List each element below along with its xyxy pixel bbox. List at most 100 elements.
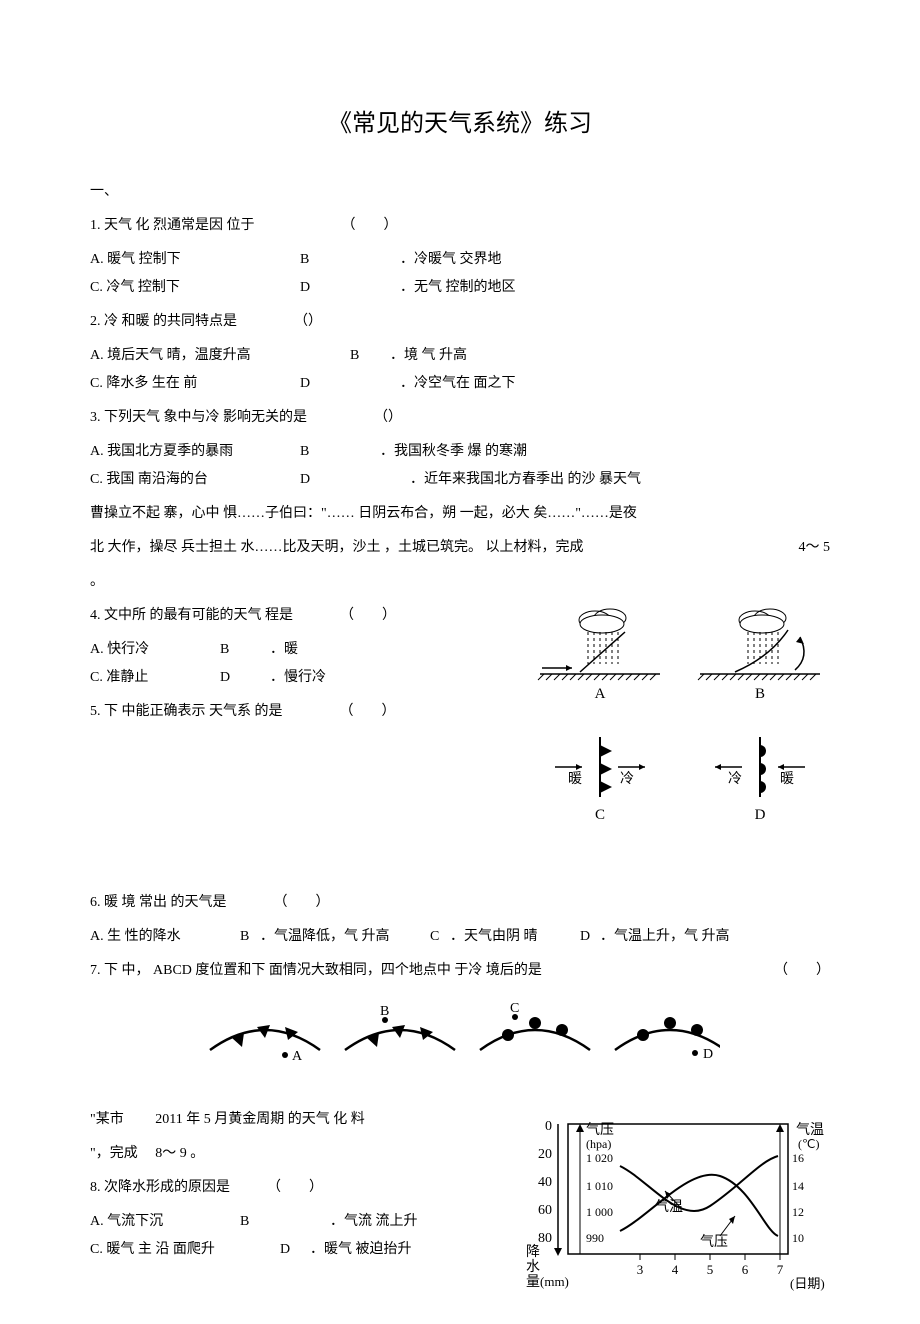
fig-c-warm: 暖 bbox=[568, 771, 582, 787]
q1-opt-a: A. 暖气 控制下 bbox=[90, 246, 300, 274]
passage-1-line3: 。 bbox=[90, 568, 830, 596]
q8-opt-c: C. 暖气 主 沿 面爬升 bbox=[90, 1236, 280, 1264]
x-tick-3: 3 bbox=[637, 1262, 644, 1277]
question-3: 3. 下列天气 象中与冷 影响无关的是 （） bbox=[90, 404, 830, 432]
q3-opt-d-letter: D bbox=[300, 466, 410, 494]
q1-options-row1: A. 暖气 控制下 B ．冷暖气 交界地 bbox=[90, 246, 830, 274]
q4-opt-d-text: ．慢行冷 bbox=[270, 664, 326, 692]
q6-opt-d-text: ．气温上升，气 升高 bbox=[600, 923, 730, 951]
passage-1-line2-main: 北 大作，操尽 兵士担土 水……比及天明，沙土 ，土城已筑完。 以上材料，完成 bbox=[90, 540, 584, 555]
q1-opt-d-letter: D bbox=[300, 274, 400, 302]
q4-options-row2: C. 准静止 D ．慢行冷 bbox=[90, 664, 510, 692]
fig-label-d: D bbox=[755, 807, 766, 823]
section-number: 一、 bbox=[90, 178, 830, 206]
passage-1-qrange: 4～ 5 bbox=[799, 534, 831, 562]
x-tick-7: 7 bbox=[777, 1262, 784, 1277]
pressure-tick-1020: 1 020 bbox=[586, 1151, 613, 1165]
temp-unit: (℃) bbox=[798, 1137, 819, 1151]
q6-paren: （ ） bbox=[274, 895, 330, 910]
q6-opt-c-text: ．天气由阴 晴 bbox=[450, 923, 580, 951]
question-7: 7. 下 中， ABCD 度位置和下 面情况大致相同，四个地点中 于冷 境后的是… bbox=[90, 957, 830, 985]
temp-tick-14: 14 bbox=[792, 1179, 804, 1193]
precip-label-4: (mm) bbox=[540, 1274, 569, 1289]
q3-opt-a: A. 我国北方夏季的暴雨 bbox=[90, 438, 300, 466]
q3-options-row2: C. 我国 南沿海的台 D ．近年来我国北方春季出 的沙 暴天气 bbox=[90, 466, 830, 494]
q4-opt-b-letter: B bbox=[220, 636, 270, 664]
q4-options-row1: A. 快行冷 B ．暖 bbox=[90, 636, 510, 664]
question-6: 6. 暖 境 常出 的天气是 （ ） bbox=[90, 889, 830, 917]
q8-stem: 8. 次降水形成的原因是 bbox=[90, 1180, 230, 1195]
precip-tick-60: 60 bbox=[538, 1203, 552, 1218]
precip-label-1: 降 bbox=[526, 1244, 540, 1260]
fig7-a: A bbox=[292, 1049, 303, 1064]
q5-stem: 5. 下 中能正确表示 天气系 的是 bbox=[90, 704, 283, 719]
q8-opt-b-letter: B bbox=[240, 1208, 330, 1236]
precip-tick-80: 80 bbox=[538, 1231, 552, 1246]
temp-label: 气温 bbox=[796, 1122, 824, 1138]
q2-stem: 2. 冷 和暖 的共同特点是 bbox=[90, 314, 237, 329]
q3-options-row1: A. 我国北方夏季的暴雨 B ．我国秋冬季 爆 的寒潮 bbox=[90, 438, 830, 466]
pressure-unit: (hpa) bbox=[586, 1137, 611, 1151]
fig7-d: D bbox=[703, 1047, 713, 1062]
q3-opt-d-text: ．近年来我国北方春季出 的沙 暴天气 bbox=[410, 466, 641, 494]
temp-tick-16: 16 bbox=[792, 1151, 804, 1165]
q8-opt-b-text: ．气流 流上升 bbox=[330, 1208, 418, 1236]
q2-opt-d-letter: D bbox=[300, 370, 400, 398]
x-label: (日期) bbox=[790, 1276, 825, 1291]
question-1: 1. 天气 化 烈通常是因 位于 （ ） bbox=[90, 212, 830, 240]
q3-paren: （） bbox=[374, 410, 402, 425]
x-tick-4: 4 bbox=[672, 1262, 679, 1277]
q4-opt-d-letter: D bbox=[220, 664, 270, 692]
q1-stem: 1. 天气 化 烈通常是因 位于 bbox=[90, 218, 255, 233]
q2-options-row2: C. 降水多 生在 前 D ．冷空气在 面之下 bbox=[90, 370, 830, 398]
q4-opt-b-text: ．暖 bbox=[270, 636, 298, 664]
fig-label-b: B bbox=[755, 686, 765, 702]
q6-opt-a: A. 生 性的降水 bbox=[90, 923, 240, 951]
figure-weather-chart: 0 20 40 60 80 降 水 量 (mm) 气压 (hpa) 1 020 … bbox=[520, 1106, 830, 1317]
fig-c-cold: 冷 bbox=[620, 771, 634, 787]
q4-stem: 4. 文中所 的最有可能的天气 程是 bbox=[90, 608, 293, 623]
q2-opt-c: C. 降水多 生在 前 bbox=[90, 370, 300, 398]
q4-opt-c: C. 准静止 bbox=[90, 664, 220, 692]
q1-opt-b-letter: B bbox=[300, 246, 400, 274]
precip-tick-20: 20 bbox=[538, 1147, 552, 1162]
q6-stem: 6. 暖 境 常出 的天气是 bbox=[90, 895, 227, 910]
pressure-label: 气压 bbox=[586, 1122, 614, 1138]
q2-paren: （） bbox=[294, 314, 322, 329]
q3-stem: 3. 下列天气 象中与冷 影响无关的是 bbox=[90, 410, 307, 425]
precip-tick-40: 40 bbox=[538, 1175, 552, 1190]
q6-options: A. 生 性的降水 B ．气温降低，气 升高 C ．天气由阴 晴 D ．气温上升… bbox=[90, 923, 830, 951]
x-tick-5: 5 bbox=[707, 1262, 714, 1277]
q8-opt-d-text: ．暖气 被迫抬升 bbox=[310, 1236, 412, 1264]
passage-1-line2: 北 大作，操尽 兵士担土 水……比及天明，沙土 ，土城已筑完。 以上材料，完成 … bbox=[90, 534, 830, 562]
q3-opt-b-text: ．我国秋冬季 爆 的寒潮 bbox=[380, 438, 527, 466]
q4-paren: （ ） bbox=[340, 608, 396, 623]
precip-label-2: 水 bbox=[526, 1259, 540, 1275]
q8-options-row2: C. 暖气 主 沿 面爬升 D ．暖气 被迫抬升 bbox=[90, 1236, 510, 1264]
q5-paren: （ ） bbox=[340, 704, 396, 719]
pressure-tick-1010: 1 010 bbox=[586, 1179, 613, 1193]
q2-opt-d-text: ．冷空气在 面之下 bbox=[400, 370, 516, 398]
q8-paren: （ ） bbox=[267, 1180, 323, 1195]
pressure-tick-990: 990 bbox=[586, 1231, 604, 1245]
passage-1-line1: 曹操立不起 寨，心中 惧……子伯曰："…… 日阴云布合，朔 一起，必大 矣……"… bbox=[90, 500, 830, 528]
q8-options-row1: A. 气流下沉 B ．气流 流上升 bbox=[90, 1208, 510, 1236]
figure-fronts-abcd: A B C D bbox=[90, 995, 830, 1086]
q1-options-row2: C. 冷气 控制下 D ．无气 控制的地区 bbox=[90, 274, 830, 302]
q1-paren: （ ） bbox=[342, 218, 398, 233]
q8-opt-a: A. 气流下沉 bbox=[90, 1208, 240, 1236]
q2-opt-a: A. 境后天气 晴，温度升高 bbox=[90, 342, 350, 370]
fig-label-c: C bbox=[595, 807, 605, 823]
q6-opt-b-letter: B bbox=[240, 923, 260, 951]
q4-opt-a: A. 快行冷 bbox=[90, 636, 220, 664]
q6-opt-d-letter: D bbox=[580, 923, 600, 951]
page-title: 《常见的天气系统》练习 bbox=[90, 100, 830, 148]
q2-opt-b-letter: B bbox=[350, 342, 390, 370]
fig-d-warm: 暖 bbox=[780, 771, 794, 787]
fig7-b: B bbox=[380, 1004, 389, 1019]
pressure-tick-1000: 1 000 bbox=[586, 1205, 613, 1219]
q7-stem: 7. 下 中， ABCD 度位置和下 面情况大致相同，四个地点中 于冷 境后的是 bbox=[90, 963, 542, 978]
q8-opt-d-letter: D bbox=[280, 1236, 310, 1264]
q2-opt-b-text: ．境 气 升高 bbox=[390, 342, 467, 370]
series-pressure-label: 气压 bbox=[700, 1234, 728, 1250]
